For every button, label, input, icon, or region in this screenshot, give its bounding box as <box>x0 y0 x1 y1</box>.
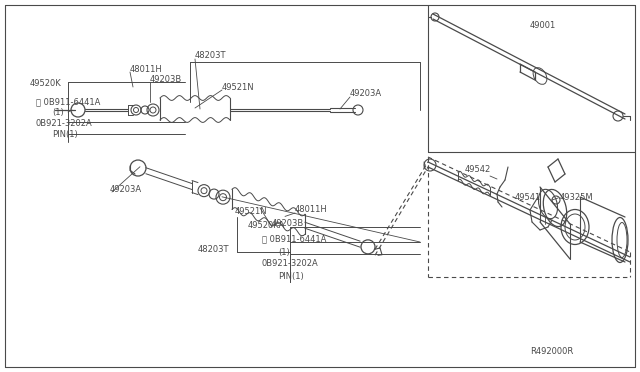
Text: 49001: 49001 <box>530 20 556 29</box>
Text: R492000R: R492000R <box>530 347 573 356</box>
Text: 49541: 49541 <box>515 192 541 202</box>
Text: 49520K: 49520K <box>30 80 61 89</box>
Text: 49325M: 49325M <box>560 193 594 202</box>
Text: 0B921-3202A: 0B921-3202A <box>36 119 93 128</box>
Text: Ⓝ 0B911-6441A: Ⓝ 0B911-6441A <box>262 234 326 244</box>
Text: (1): (1) <box>52 108 64 116</box>
Text: PIN(1): PIN(1) <box>278 273 304 282</box>
Text: 49203B: 49203B <box>150 74 182 83</box>
Text: 49203B: 49203B <box>272 219 304 228</box>
Text: 49542: 49542 <box>465 166 492 174</box>
Text: 49203A: 49203A <box>110 186 142 195</box>
Text: 49521N: 49521N <box>235 208 268 217</box>
Text: (1): (1) <box>278 247 290 257</box>
Text: 0B921-3202A: 0B921-3202A <box>262 260 319 269</box>
Text: PIN(1): PIN(1) <box>52 129 77 138</box>
Text: 48011H: 48011H <box>295 205 328 215</box>
Text: 49203A: 49203A <box>350 90 382 99</box>
Text: 48011H: 48011H <box>130 64 163 74</box>
Text: 49521N: 49521N <box>222 83 255 92</box>
Text: 49520KA: 49520KA <box>248 221 285 230</box>
Text: 48203T: 48203T <box>198 246 230 254</box>
Text: Ⓝ 0B911-6441A: Ⓝ 0B911-6441A <box>36 97 100 106</box>
Text: 48203T: 48203T <box>195 51 227 61</box>
